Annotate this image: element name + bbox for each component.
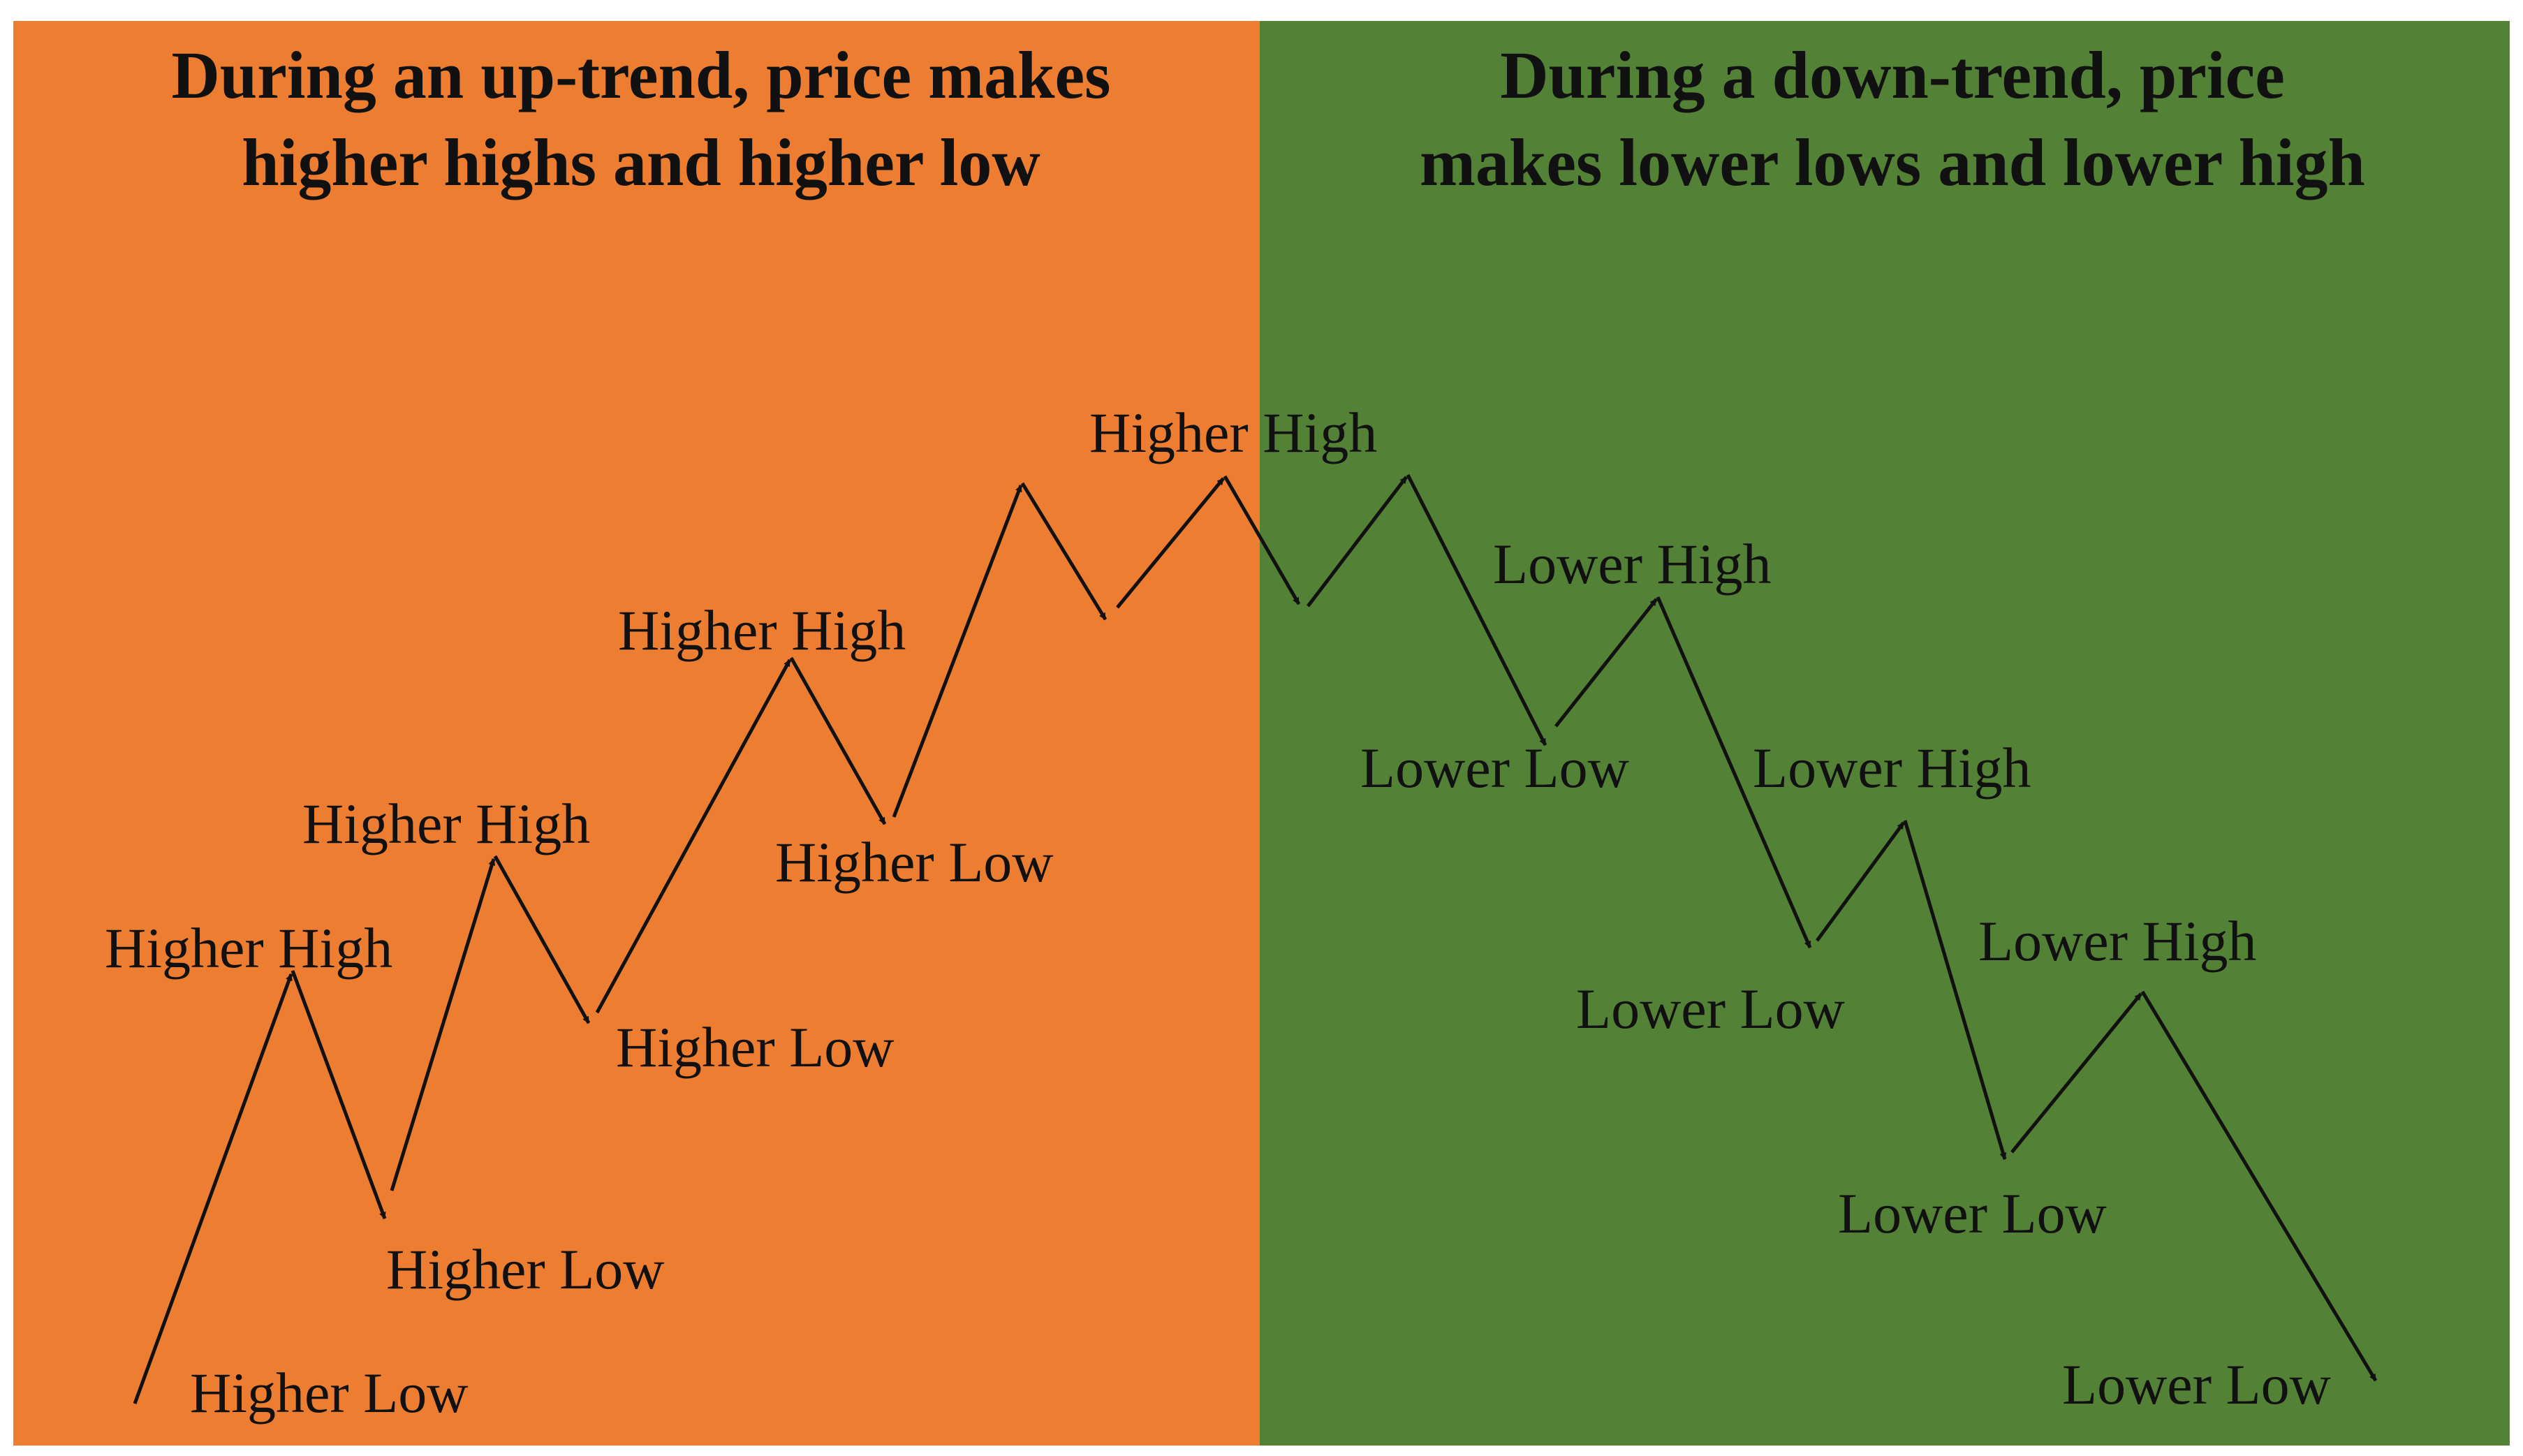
up-leg-6 xyxy=(1307,476,1408,608)
label-higher-high-4: Higher High xyxy=(1089,401,1377,464)
price-path xyxy=(133,473,2378,1404)
down-leg-8 xyxy=(1903,820,2007,1160)
label-lower-high-3: Lower High xyxy=(1978,909,2257,973)
down-leg-9 xyxy=(2140,990,2378,1382)
downtrend-heading-line1: During a down-trend, price xyxy=(1500,38,2285,112)
up-leg-3 xyxy=(595,659,792,1014)
label-higher-high-3: Higher High xyxy=(618,598,906,662)
down-leg-7 xyxy=(1656,596,1812,948)
down-leg-4 xyxy=(1020,482,1108,621)
label-higher-low-1: Higher Low xyxy=(190,1361,469,1425)
label-lower-low-3: Lower Low xyxy=(1838,1182,2107,1245)
label-lower-low-1: Lower Low xyxy=(1360,736,1629,800)
label-higher-high-2: Higher High xyxy=(302,792,590,855)
label-lower-low-4: Lower Low xyxy=(2062,1353,2331,1416)
label-higher-high-1: Higher High xyxy=(105,916,392,980)
up-leg-4 xyxy=(892,485,1023,818)
up-leg-1 xyxy=(133,973,293,1404)
down-leg-3 xyxy=(789,656,887,825)
uptrend-heading-line2: higher highs and higher low xyxy=(242,125,1040,200)
up-leg-7 xyxy=(1554,598,1658,728)
down-leg-2 xyxy=(493,855,591,1024)
label-lower-high-2: Lower High xyxy=(1753,736,2031,800)
downtrend-panel xyxy=(1260,21,2510,1446)
uptrend-panel xyxy=(13,21,1260,1446)
label-lower-high-1: Lower High xyxy=(1493,532,1772,596)
down-leg-6 xyxy=(1406,473,1547,747)
up-leg-8 xyxy=(1815,821,1906,942)
label-lower-low-2: Lower Low xyxy=(1576,977,1845,1040)
label-higher-low-4: Higher Low xyxy=(775,830,1054,894)
downtrend-heading-line2: makes lower lows and lower high xyxy=(1420,125,2365,200)
up-leg-9 xyxy=(2010,992,2142,1154)
uptrend-heading-line1: During an up-trend, price makes xyxy=(172,38,1111,112)
label-higher-low-3: Higher Low xyxy=(616,1015,895,1079)
up-leg-5 xyxy=(1116,477,1225,609)
down-leg-5 xyxy=(1223,475,1301,605)
label-higher-low-2: Higher Low xyxy=(386,1237,665,1301)
down-leg-1 xyxy=(290,970,387,1219)
up-leg-2 xyxy=(390,858,496,1191)
